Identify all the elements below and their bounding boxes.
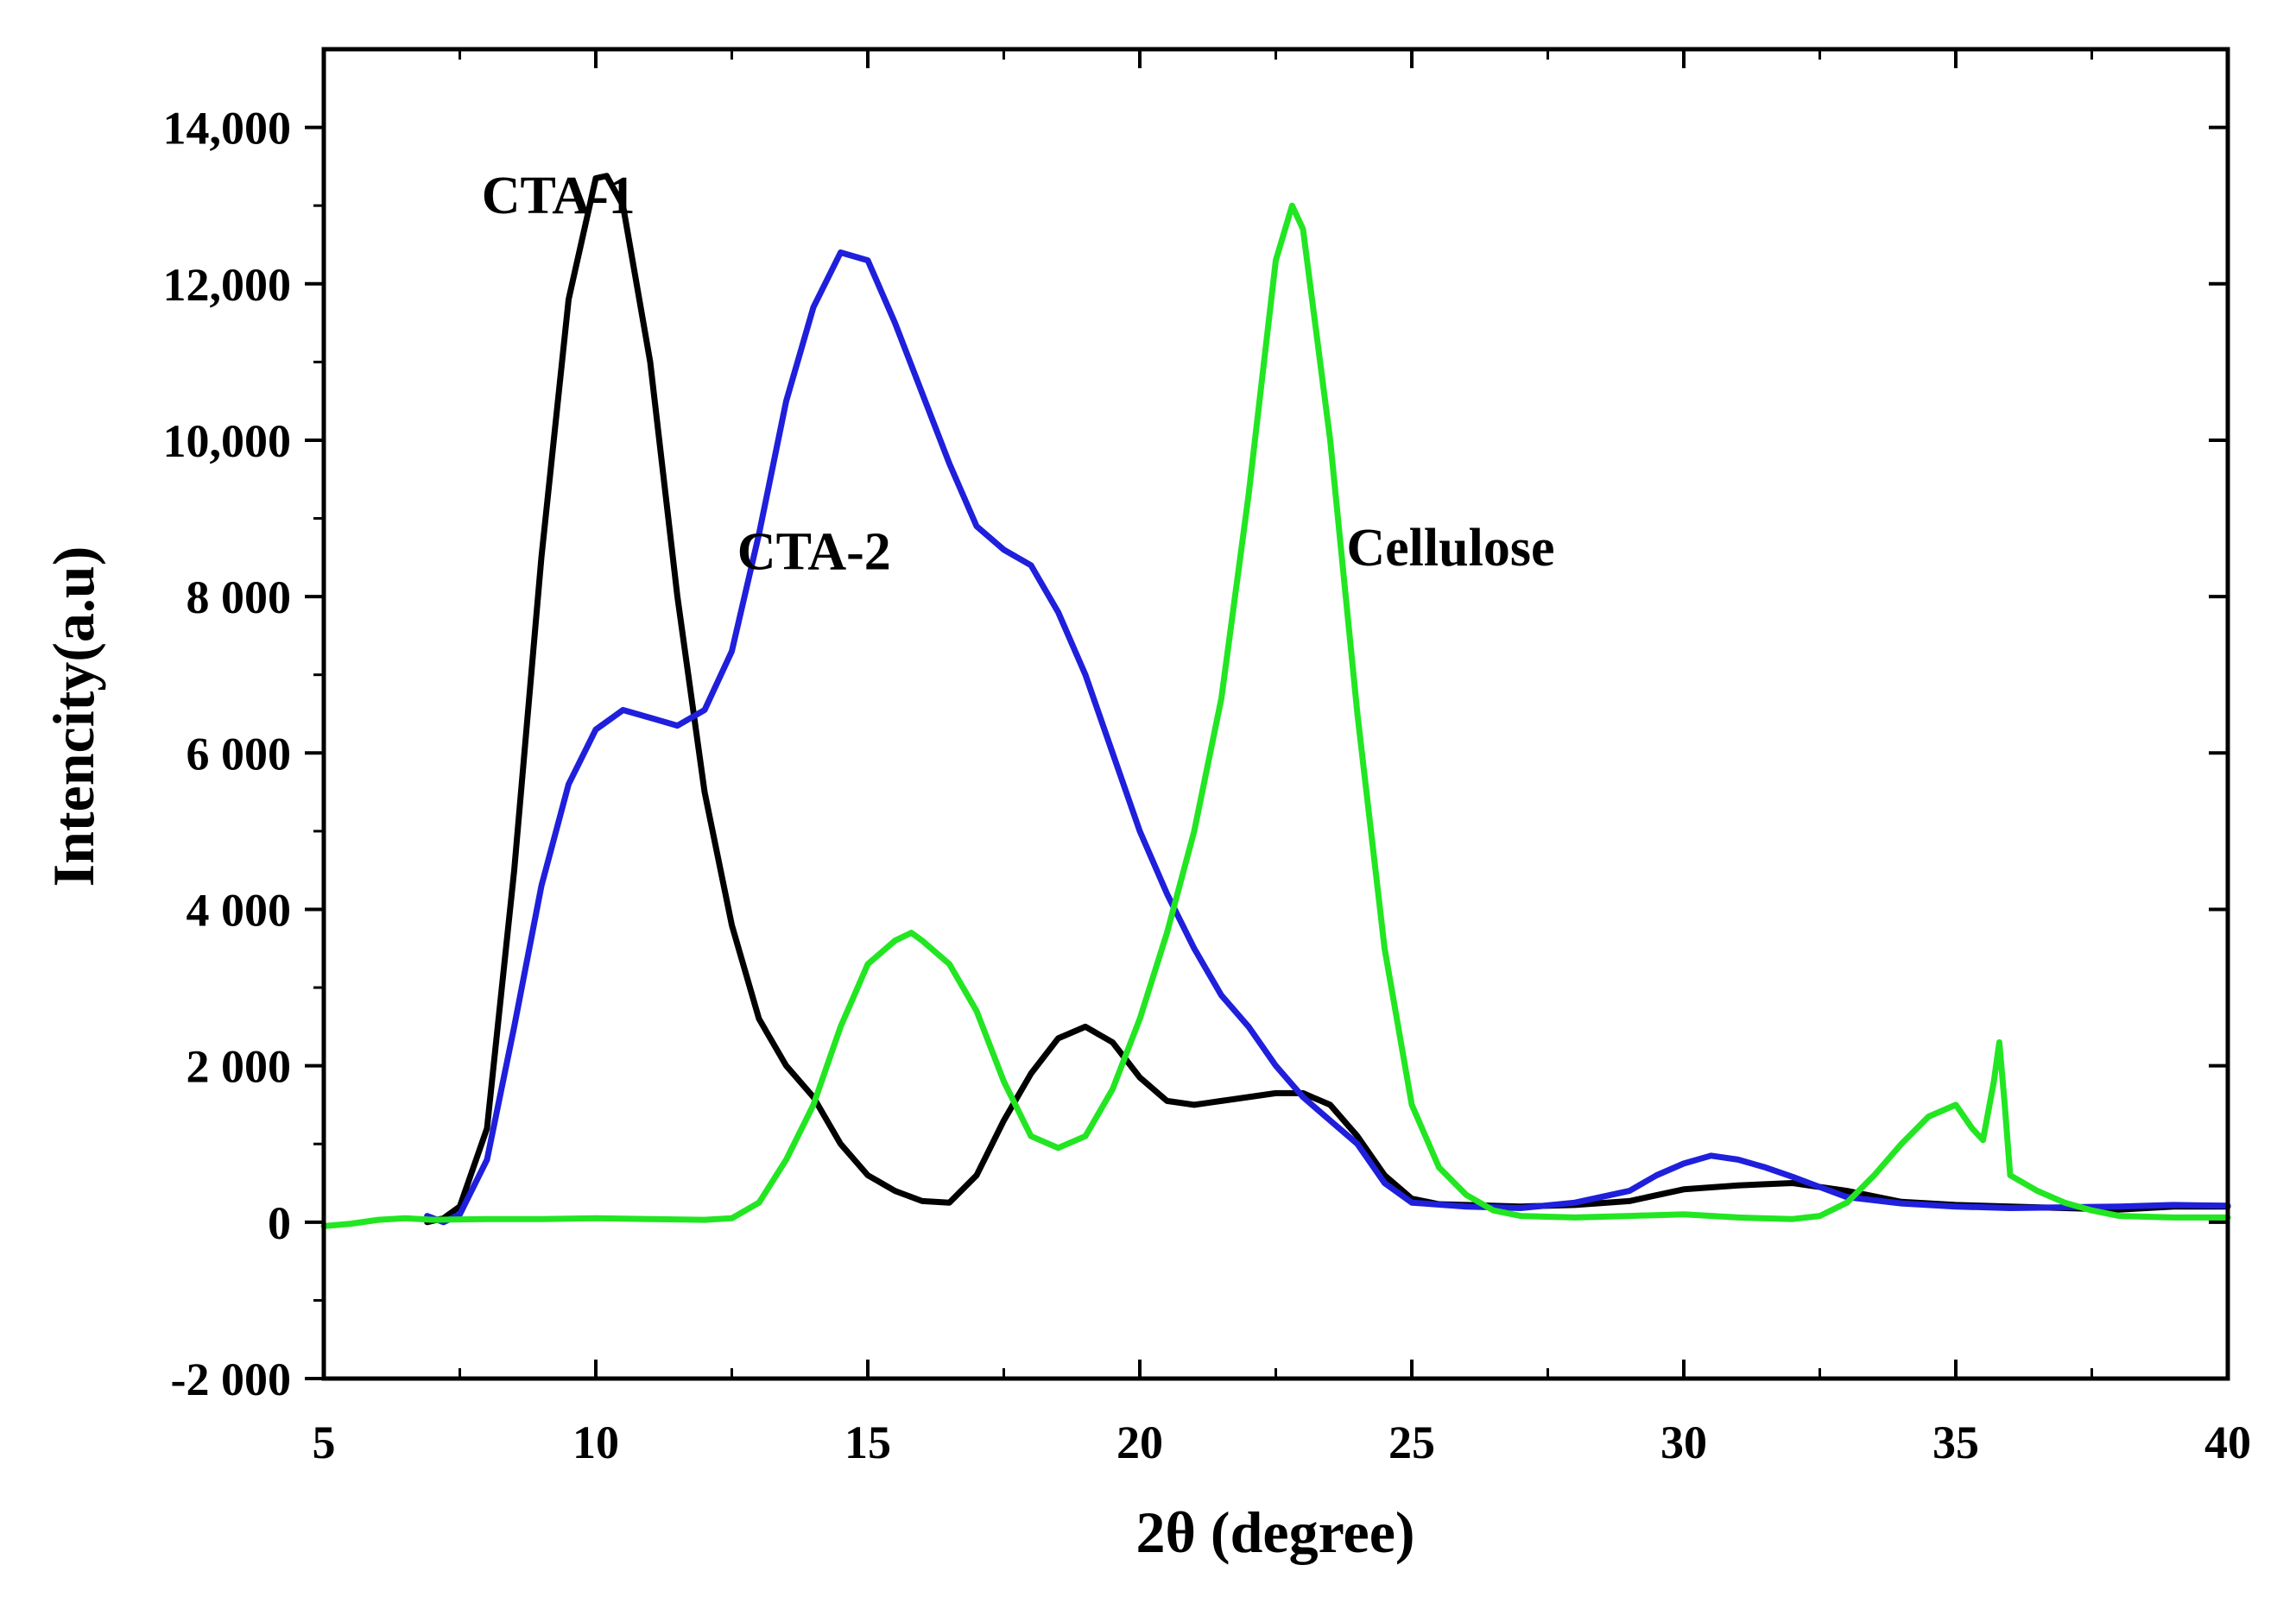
x-tick-label: 20: [1116, 1417, 1163, 1468]
series-line-cellulose: [320, 202, 2231, 1229]
y-tick-label: 12,000: [163, 259, 292, 311]
series-label-cellulose: Cellulose: [1346, 519, 1554, 577]
series-line-cta-1: [424, 173, 2231, 1226]
y-tick-label: 0: [268, 1197, 291, 1249]
x-tick-label: 15: [844, 1417, 891, 1468]
x-tick-label: 40: [2204, 1417, 2251, 1468]
y-tick-label: 8 000: [187, 571, 292, 623]
y-tick-label: 6 000: [187, 728, 292, 779]
y-tick-label: -2 000: [171, 1354, 291, 1405]
y-tick-label: 10,000: [163, 415, 292, 467]
series-layer: CTA-1 CTA-2 Cellulose: [320, 167, 2231, 1229]
x-tick-label: 5: [313, 1417, 336, 1468]
y-axis-title: Intencity(a.u): [41, 546, 106, 887]
series-line-cta-2: [424, 249, 2231, 1226]
x-tick-label: 30: [1660, 1417, 1707, 1468]
x-tick-label: 10: [572, 1417, 619, 1468]
x-tick-label: 35: [1932, 1417, 1979, 1468]
x-axis-title: 2θ (degree): [1135, 1499, 1414, 1565]
y-tick-label: 4 000: [187, 884, 292, 936]
series-label-cta-2: CTA-2: [737, 522, 891, 581]
y-tick-label: 2 000: [187, 1041, 292, 1093]
x-tick-label: 25: [1388, 1417, 1435, 1468]
axis-layer: 5 10 15 20 25 30 35 40 -2 000 0 2 000 4 000 6 000 8 0…: [163, 49, 2251, 1468]
series-label-cta-1: CTA-1: [482, 167, 636, 225]
y-tick-label: 14,000: [163, 103, 292, 155]
